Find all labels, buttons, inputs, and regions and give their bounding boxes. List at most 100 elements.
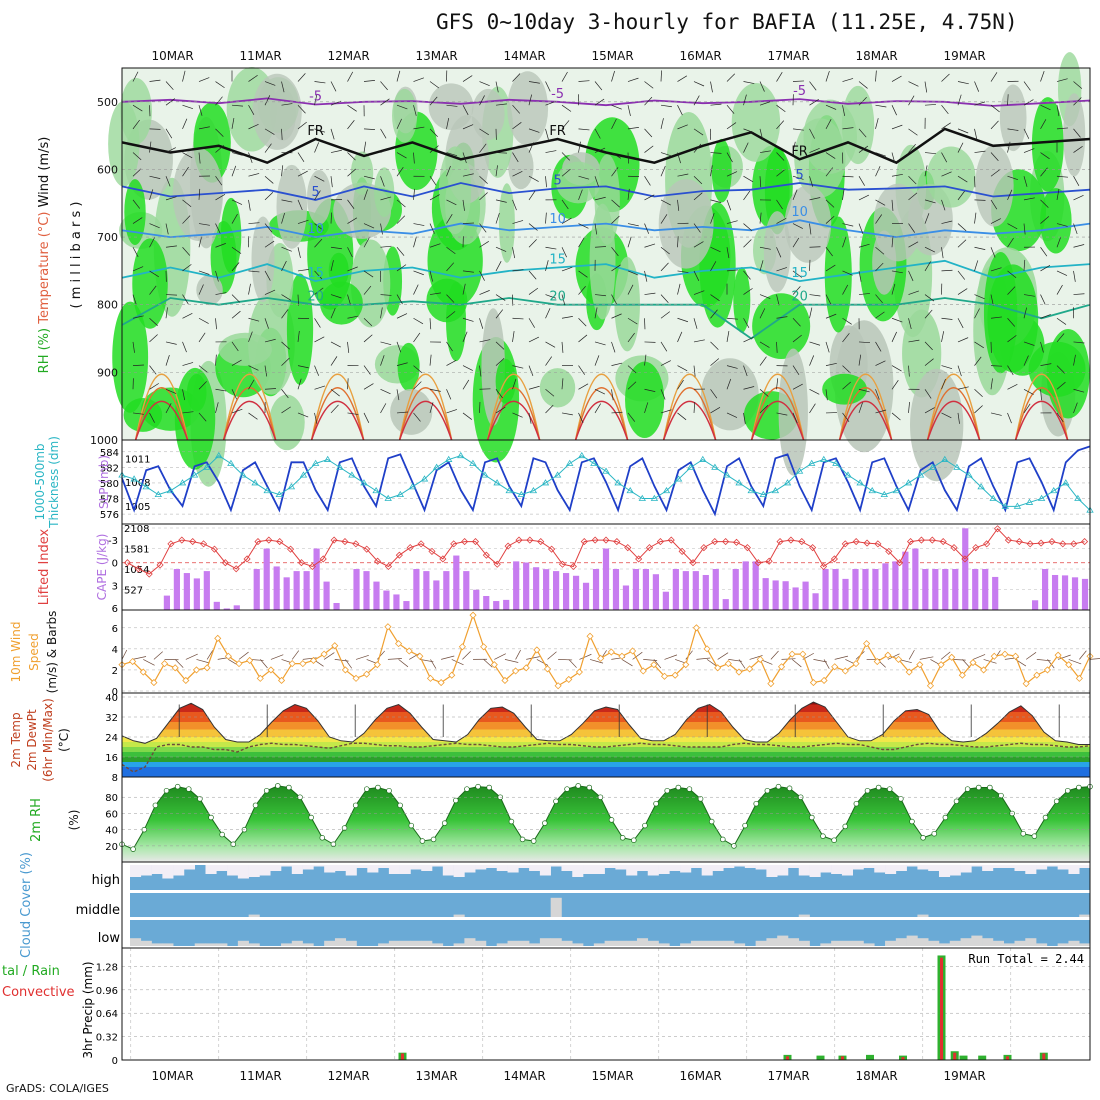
wind-barb xyxy=(611,118,617,130)
rh-tick: 40 xyxy=(105,826,118,837)
wind-barb xyxy=(825,70,830,82)
wind-barb xyxy=(1056,127,1068,130)
lifted-index-tick: 6 xyxy=(112,604,118,615)
wind-barb xyxy=(1056,333,1065,343)
wind-barb xyxy=(578,223,589,229)
wind-barb xyxy=(693,241,704,248)
cloud-cell xyxy=(895,938,907,946)
wind-barb xyxy=(710,341,719,350)
cloud-cell xyxy=(464,938,476,946)
cloud-cell xyxy=(712,865,724,871)
thickness-tick: 578 xyxy=(100,495,119,506)
lifted-index-point xyxy=(906,538,915,546)
rh-point xyxy=(275,783,281,789)
rh-point xyxy=(1020,830,1026,837)
wind-barb xyxy=(264,95,271,106)
wind-barb xyxy=(446,118,450,129)
wind-barb xyxy=(644,292,656,295)
wind-barb xyxy=(627,317,638,325)
wind-barb-10m xyxy=(494,653,506,660)
wind-barb xyxy=(347,266,358,272)
wind-barb-10m xyxy=(323,652,335,660)
wind-barb xyxy=(660,118,664,129)
wind-barb xyxy=(248,379,255,390)
wind-speed-point xyxy=(203,664,211,672)
wind-barb xyxy=(627,412,636,422)
cloud-cell xyxy=(259,865,271,876)
wind-barb xyxy=(446,409,458,414)
wind-barb xyxy=(215,243,226,248)
cape-bar xyxy=(273,566,280,610)
wind-barb xyxy=(1040,247,1048,257)
wind-speed-point xyxy=(575,668,583,676)
wind-barb-10m xyxy=(568,659,577,668)
wind-barb xyxy=(1056,365,1066,374)
wind-barb-10m xyxy=(558,659,573,661)
wind-speed-point xyxy=(1075,674,1083,682)
cloud-cell xyxy=(313,865,325,867)
wind-barb xyxy=(677,173,689,177)
lifted-index-point xyxy=(461,538,469,546)
wind-barb xyxy=(462,331,468,343)
wind-barb xyxy=(875,409,887,414)
wind-barb xyxy=(941,378,946,390)
wind-speed-point xyxy=(1054,651,1062,659)
wind-barb xyxy=(495,261,502,272)
wind-barb xyxy=(149,141,152,153)
temp-ylabel-part: (6hr Min/Max) xyxy=(41,698,55,782)
rh-point xyxy=(397,802,403,809)
wind-barb xyxy=(957,386,969,390)
precip-conv-bar xyxy=(901,1057,905,1060)
wind-barb xyxy=(627,105,631,116)
cape-bar xyxy=(842,578,849,610)
wind-barb xyxy=(611,152,622,159)
contour-label: 15 xyxy=(549,253,566,268)
wind-barb xyxy=(446,341,453,352)
thickness-point xyxy=(420,475,429,482)
wind-barb-10m xyxy=(962,659,971,669)
thickness-point xyxy=(674,475,683,482)
wind-speed-point xyxy=(873,657,881,666)
wind-barb xyxy=(132,168,142,177)
wind-barb xyxy=(413,412,421,422)
cloud-layer-label: middle xyxy=(76,903,120,918)
rh-blob xyxy=(803,99,857,174)
wind-barb xyxy=(264,289,276,295)
cape-bar xyxy=(323,581,330,610)
wind-barb xyxy=(413,381,422,390)
wind-barb xyxy=(990,267,1002,272)
wind-speed-point xyxy=(224,652,232,660)
wind-barb xyxy=(627,270,639,276)
wind-speed-point xyxy=(235,660,243,668)
lifted-index-point xyxy=(471,538,480,546)
wind-barb xyxy=(380,294,392,296)
cape-bar xyxy=(612,569,620,610)
wind-barb xyxy=(825,294,832,305)
cape-bar xyxy=(732,569,739,610)
temp-band xyxy=(122,757,1090,762)
wind-barb xyxy=(891,173,903,177)
wind-barb xyxy=(710,152,722,154)
wind-barb xyxy=(891,199,894,211)
cloud-cell xyxy=(1079,943,1091,946)
rh-blob xyxy=(218,332,272,366)
temperature-contour xyxy=(662,387,717,441)
wind-barb-10m xyxy=(441,655,455,660)
wind-speed-point xyxy=(501,676,509,685)
wind-barb xyxy=(710,246,721,253)
wind-barb xyxy=(594,355,600,366)
precip-total-bar xyxy=(866,1054,874,1060)
wind-barb xyxy=(561,247,567,258)
wind-barb xyxy=(1007,128,1019,131)
cloud-cell xyxy=(938,865,951,877)
thickness-point xyxy=(408,483,417,490)
wind-barb-10m xyxy=(770,650,779,660)
wind-barb xyxy=(330,149,342,153)
cloud-cell xyxy=(291,940,303,946)
wind-barb xyxy=(990,199,998,210)
lifted-index-point xyxy=(874,540,882,548)
rh-blob xyxy=(824,216,852,333)
wind-barb xyxy=(1007,189,1013,201)
wind-barb xyxy=(198,317,209,324)
cape-bar xyxy=(922,569,929,610)
